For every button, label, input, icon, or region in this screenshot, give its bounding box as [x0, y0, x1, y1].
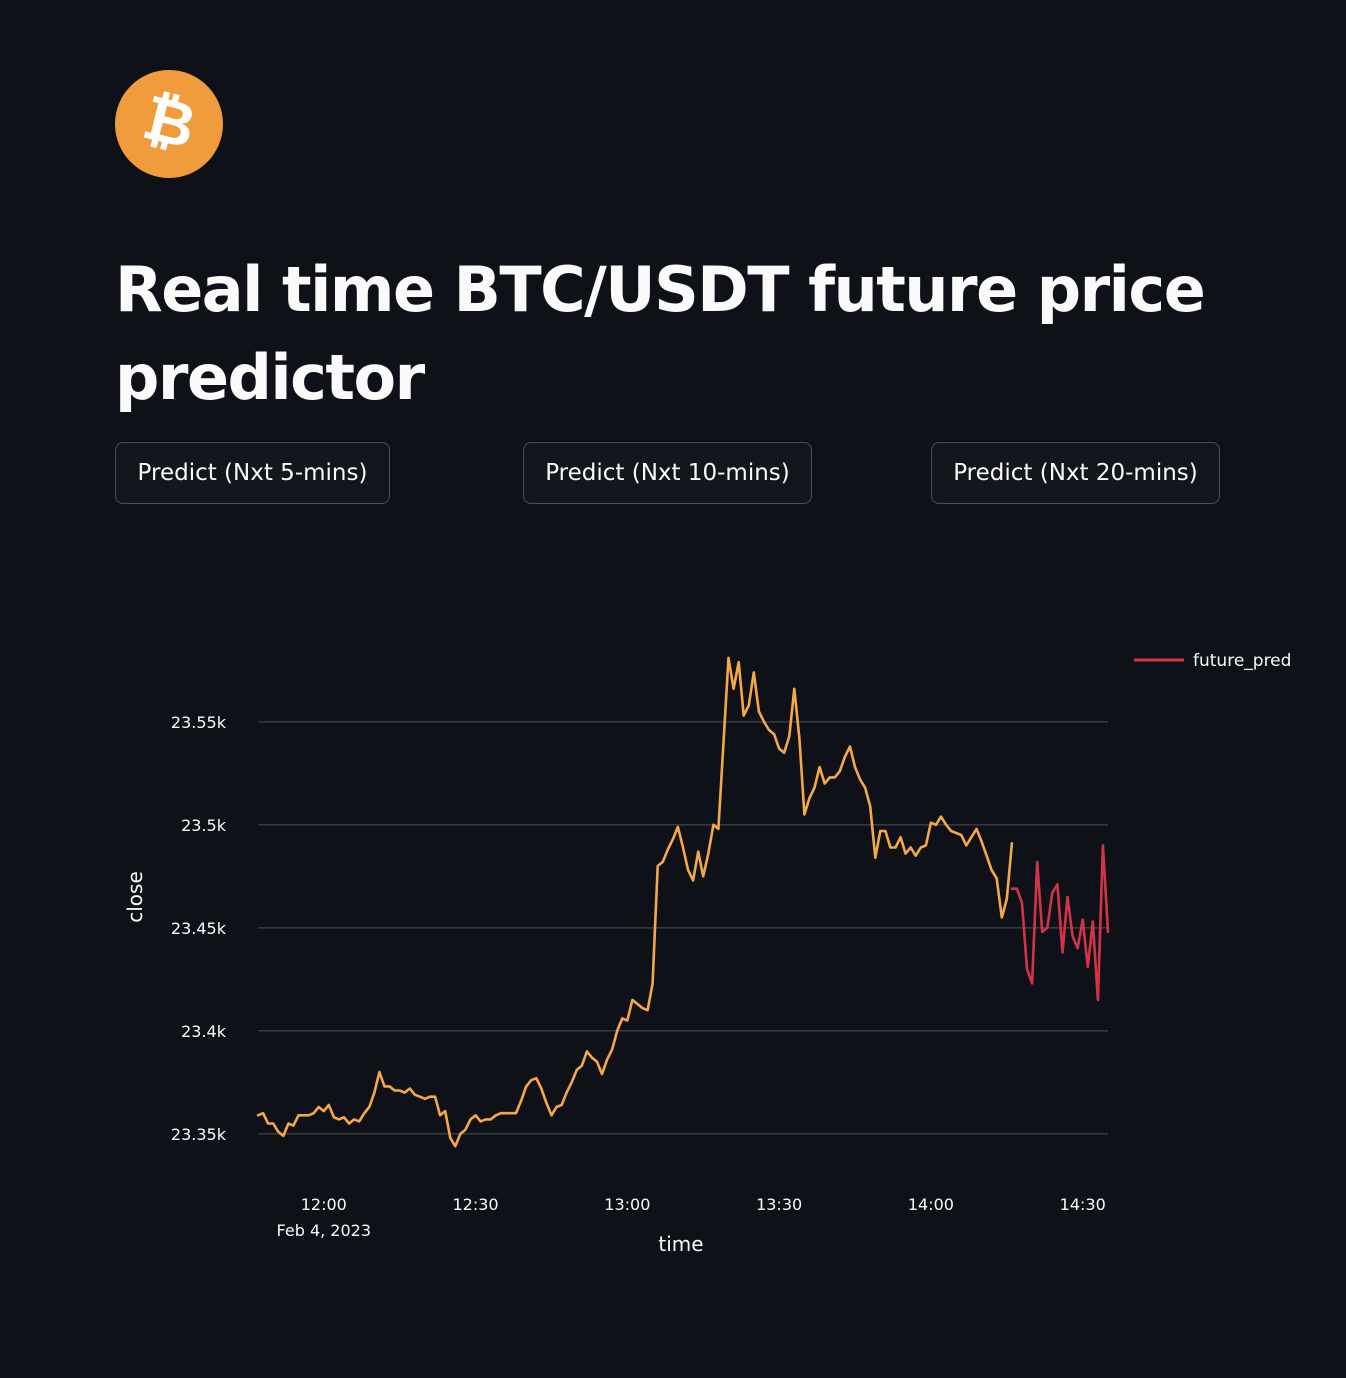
x-tick-label: 12:30 [453, 1195, 499, 1214]
predict-10-mins-button[interactable]: Predict (Nxt 10-mins) [523, 442, 812, 504]
predict-20-mins-button[interactable]: Predict (Nxt 20-mins) [931, 442, 1220, 504]
page-title: Real time BTC/USDT future price predicto… [115, 253, 1206, 414]
y-axis-title: close [123, 871, 147, 923]
close-price-line [256, 656, 1014, 1148]
bitcoin-logo-circle [115, 70, 223, 178]
price-chart: 23.35k 23.4k 23.45k 23.5k 23.55k 12:00 Feb 4,… [123, 651, 1291, 1256]
predict-5-mins-button[interactable]: Predict (Nxt 5-mins) [115, 442, 390, 504]
chart-legend[interactable]: future_pred [1134, 651, 1291, 671]
y-tick-label: 23.45k [171, 919, 227, 938]
legend-label[interactable]: future_pred [1193, 651, 1291, 671]
chart-series [256, 656, 1110, 1148]
y-tick-label: 23.5k [181, 816, 227, 835]
x-axis-title: time [658, 1232, 703, 1256]
x-tick-label: 12:00 [301, 1195, 347, 1214]
bitcoin-logo: ₿ [115, 70, 223, 178]
x-tick-label: 14:00 [908, 1195, 954, 1214]
x-tick-label: 13:30 [756, 1195, 802, 1214]
x-axis-ticks: 12:00 Feb 4, 2023 12:30 13:00 13:30 14:00 14:3… [277, 1195, 1106, 1240]
y-tick-label: 23.55k [171, 713, 227, 732]
future-pred-line [1010, 844, 1110, 1002]
y-tick-label: 23.4k [181, 1022, 227, 1041]
x-tick-label: 14:30 [1060, 1195, 1106, 1214]
bitcoin-icon: ₿ [115, 70, 223, 178]
chart-gridlines [258, 721, 1108, 1135]
y-axis-ticks: 23.35k 23.4k 23.45k 23.5k 23.55k [171, 713, 227, 1144]
x-tick-label: 13:00 [604, 1195, 650, 1214]
y-tick-label: 23.35k [171, 1125, 227, 1144]
x-tick-sublabel: Feb 4, 2023 [277, 1221, 371, 1240]
